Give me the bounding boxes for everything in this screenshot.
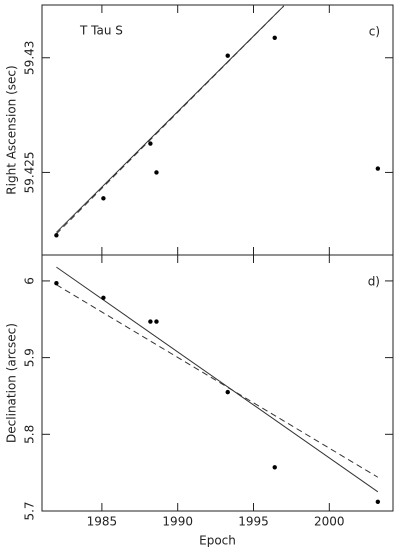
plot-frame — [41, 4, 394, 256]
y-axis-label: Declination (arcsec) — [5, 323, 19, 443]
x-tick-label: 1995 — [238, 515, 269, 529]
data-point — [148, 141, 153, 146]
x-tick-label: 1985 — [87, 515, 118, 529]
x-tick-label: 2000 — [314, 515, 345, 529]
data-point — [148, 319, 153, 324]
data-point — [154, 319, 159, 324]
fit-line — [56, 284, 379, 478]
x-tick-label: 1990 — [162, 515, 193, 529]
data-point — [225, 53, 230, 58]
y-tick-label: 5.7 — [23, 501, 37, 520]
data-point — [54, 281, 59, 286]
object-label: T Tau S — [79, 24, 123, 38]
data-point — [101, 295, 106, 300]
y-tick-label: 59.425 — [23, 151, 37, 193]
y-axis-label: Right Ascension (sec) — [5, 65, 19, 194]
y-tick-label: 5.8 — [23, 425, 37, 444]
data-point — [272, 465, 277, 470]
data-point — [272, 35, 277, 40]
panel-label: d) — [368, 275, 380, 289]
data-point — [154, 170, 159, 175]
data-point — [225, 389, 230, 395]
fit-line — [56, 266, 379, 493]
data-point — [375, 499, 381, 504]
data-point — [375, 166, 381, 171]
data-point — [101, 196, 106, 201]
y-tick-label: 5.9 — [23, 348, 37, 367]
data-point — [54, 233, 59, 238]
x-axis-label: Epoch — [199, 534, 236, 548]
y-tick-label: 59.43 — [23, 41, 37, 75]
plot-frame — [41, 254, 394, 512]
fit-line — [56, 5, 285, 233]
y-tick-label: 6 — [23, 277, 37, 285]
fit-line — [56, 5, 285, 235]
panel-label: c) — [369, 25, 380, 39]
